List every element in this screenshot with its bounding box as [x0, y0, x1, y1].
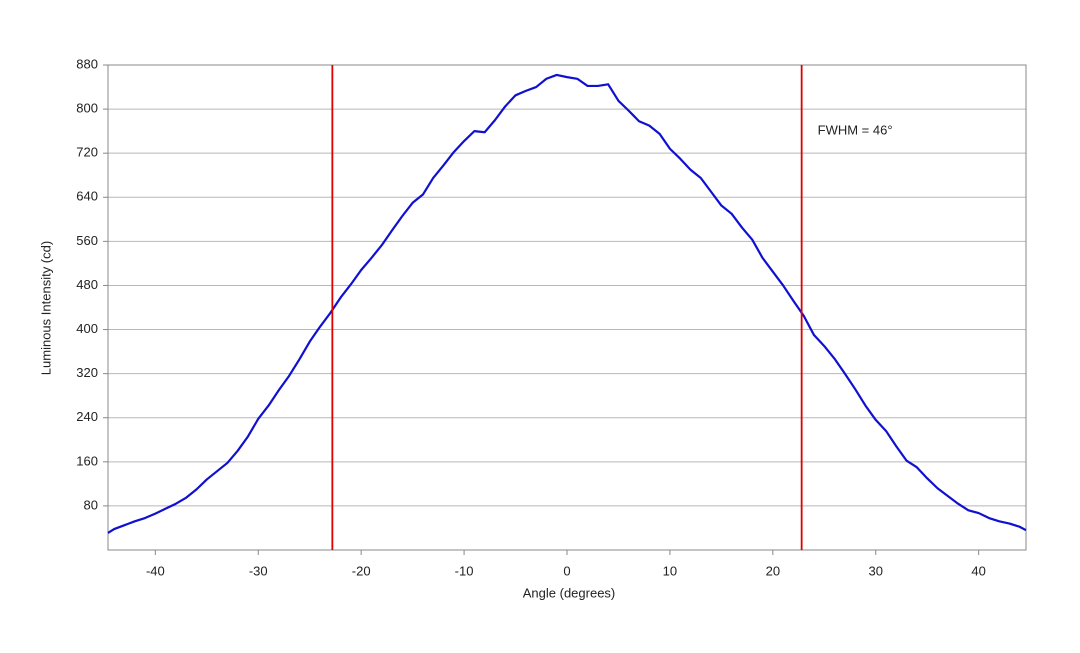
- x-tick-label: 30: [869, 563, 883, 578]
- data-line: [107, 73, 1027, 534]
- x-tick-label: 20: [766, 563, 780, 578]
- x-tick-label: -20: [352, 563, 371, 578]
- y-tick-label: 800: [76, 101, 98, 116]
- x-axis-label: Angle (degrees): [523, 585, 616, 600]
- x-tick-label: -10: [455, 563, 474, 578]
- x-tick-label: 10: [663, 563, 677, 578]
- y-tick-label: 880: [76, 56, 98, 71]
- x-tick-label: 40: [971, 563, 985, 578]
- y-tick-label: 480: [76, 277, 98, 292]
- plot-frame: [107, 64, 1027, 551]
- y-tick-label: 400: [76, 321, 98, 336]
- y-tick-label: 640: [76, 189, 98, 204]
- y-tick-label: 240: [76, 409, 98, 424]
- x-tick-label: -30: [249, 563, 268, 578]
- y-tick-label: 560: [76, 233, 98, 248]
- annotation: FWHM = 46°: [818, 122, 893, 137]
- y-tick-label: 720: [76, 145, 98, 160]
- y-tick-label: 160: [76, 453, 98, 468]
- x-tick-label: 0: [563, 563, 570, 578]
- x-tick-label: -40: [146, 563, 165, 578]
- y-axis-label: Luminous Intensity (cd): [38, 241, 53, 375]
- y-tick-label: 320: [76, 365, 98, 380]
- y-tick-label: 80: [84, 497, 98, 512]
